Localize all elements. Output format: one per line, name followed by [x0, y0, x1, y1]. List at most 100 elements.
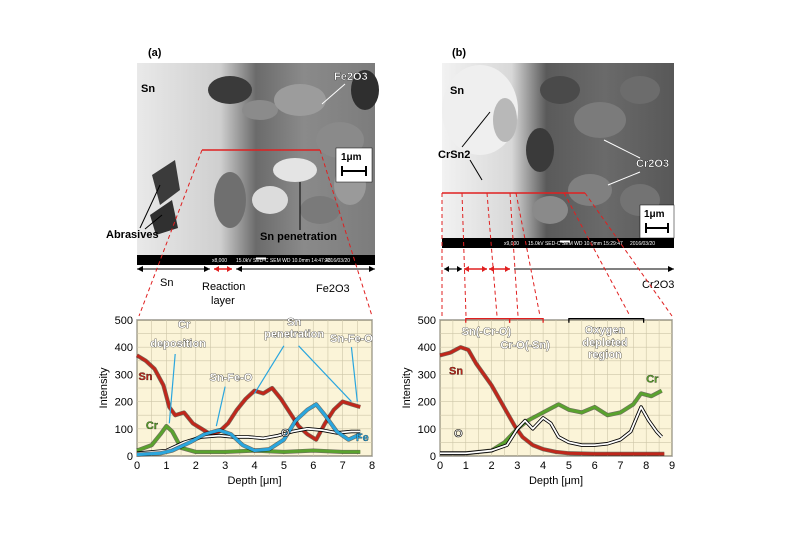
sem-b-label-crsn2: CrSn2	[438, 149, 470, 161]
scale-bar-a: 1μm	[335, 147, 373, 183]
connector-a-left	[138, 149, 203, 317]
y-tick-label: 400	[115, 342, 133, 354]
y-tick-label: 400	[418, 342, 436, 354]
y-tick-label: 200	[115, 397, 133, 409]
annotation-sn-fe-o-left: Sn-Fe-O	[210, 372, 253, 384]
sem-b-date: 2016/03/20	[630, 241, 655, 247]
annotation-cr-deposition-1: Cr	[178, 319, 191, 331]
sem-a-settings: 15.0kV SED-C SEM WD 10.0mm 14:47:43	[236, 258, 331, 264]
chart-b: 0 1 2 3 4 5 6 7 8 9 0 100 200 300 400 500 Depth [μm] Inte…	[401, 315, 675, 487]
annotation-oxygen-1: Oxygen	[585, 325, 626, 337]
sem-a-label-sn-penetration: Sn penetration	[260, 231, 337, 243]
sem-b-label-cr2o3: Cr2O3	[636, 158, 669, 170]
sem-b-pointer-cr2o3-2	[607, 171, 641, 186]
x-tick-label: 9	[669, 460, 675, 472]
zone-arrows-b	[444, 266, 674, 272]
sem-a-label-abrasives: Abrasives	[106, 229, 159, 241]
y-tick-label: 0	[127, 451, 133, 463]
annotation-sn-penetration-1: Sn	[287, 316, 301, 328]
sem-a-label-sn: Sn	[141, 83, 155, 95]
sem-a-date: 2016/03/20	[325, 258, 350, 264]
sem-image-b: x9,000 15.0kV SED-C SEM WD 10.0mm 15:29:…	[442, 63, 674, 248]
pointer-sn-pen-2	[298, 345, 352, 403]
series-label-fe: Fe	[356, 432, 369, 444]
connector-a-right	[319, 149, 373, 317]
x-tick-label: 1	[463, 460, 469, 472]
y-tick-label: 300	[115, 369, 133, 381]
sem-b-pointer-cr2o3-1	[603, 139, 641, 159]
x-tick-label: 3	[514, 460, 520, 472]
x-tick-label: 5	[281, 460, 287, 472]
x-tick-label: 7	[617, 460, 623, 472]
annotation-cr-o-sn: Cr-O(-Sn)	[500, 340, 550, 352]
x-tick-label: 8	[369, 460, 375, 472]
chart-a: 0 1 2 3 4 5 6 7 8 0 100 200 300 400 500 Depth [μm] Inten…	[98, 315, 375, 487]
x-tick-label: 5	[566, 460, 572, 472]
pointer-sn-pen-1	[253, 345, 285, 394]
series-line-cr	[136, 424, 361, 454]
svg-text:1μm: 1μm	[341, 152, 362, 163]
y-tick-label: 300	[418, 369, 436, 381]
series-label-sn: Sn	[138, 371, 152, 383]
series-label-o: O	[454, 428, 463, 440]
sem-a-pointer-fe2o3	[321, 83, 346, 105]
sem-a-magnification: x8,000	[212, 258, 227, 264]
x-axis-label: Depth [μm]	[227, 475, 281, 487]
y-axis-label: Intensity	[98, 367, 110, 408]
y-axis-label: Intensity	[401, 367, 413, 408]
bracket-cr-o-sn	[508, 317, 544, 323]
series-line-cr	[440, 389, 663, 455]
x-tick-label: 0	[437, 460, 443, 472]
sem-a-label-fe2o3: Fe2O3	[334, 71, 368, 83]
sem-image-a: x8,000 15.0kV SED-C SEM WD 10.0mm 14:47:…	[137, 63, 379, 265]
pointer-sn-fe-o-left	[215, 386, 226, 427]
y-tick-label: 100	[418, 424, 436, 436]
series-label-sn: Sn	[449, 365, 463, 377]
sem-b-settings: 15.0kV SED-C SEM WD 10.0mm 15:29:47	[528, 241, 623, 247]
sem-a-pointer-abrasive-2	[144, 214, 163, 230]
pointer-cr	[168, 353, 176, 424]
sem-b-pointer-crsn2-1	[461, 111, 491, 148]
y-tick-label: 500	[115, 315, 133, 327]
sem-a-pointer-abrasive-1	[139, 184, 161, 229]
y-tick-label: 500	[418, 315, 436, 327]
panel-b-tag: (b)	[452, 47, 466, 59]
annotation-oxygen-2: depleted	[582, 337, 627, 349]
x-tick-label: 1	[163, 460, 169, 472]
series-label-o: O	[281, 427, 290, 439]
x-tick-label: 2	[193, 460, 199, 472]
y-tick-label: 100	[115, 424, 133, 436]
pointer-sn-fe-o-right	[350, 347, 358, 402]
zone-a-reaction: Reaction	[202, 281, 245, 293]
annotation-sn-penetration-2: penetration	[264, 329, 324, 341]
annotation-sn-cr-o: Sn(-Cr-O)	[462, 326, 512, 338]
zone-b-right: Cr2O3	[642, 279, 674, 291]
sem-b-magnification: x9,000	[504, 241, 519, 247]
connectors-b	[441, 192, 673, 317]
series-label-cr: Cr	[146, 420, 159, 432]
x-tick-label: 0	[134, 460, 140, 472]
annotation-oxygen-3: region	[588, 349, 622, 361]
series-line-fe	[136, 402, 361, 457]
x-tick-label: 4	[251, 460, 257, 472]
zone-a-layer: layer	[211, 295, 235, 307]
panel-a-tag: (a)	[148, 47, 162, 59]
series-label-cr: Cr	[646, 374, 659, 386]
sem-b-label-sn: Sn	[450, 85, 464, 97]
x-tick-label: 2	[488, 460, 494, 472]
sem-b-pointer-crsn2-2	[469, 159, 483, 181]
zone-arrows-a	[137, 266, 375, 272]
zone-a-right: Fe2O3	[316, 283, 350, 295]
scale-bar-b: 1μm	[639, 204, 675, 239]
annotation-cr-deposition-2: deposition	[150, 338, 206, 350]
series-line-sn	[439, 345, 665, 456]
series-line-o	[440, 406, 663, 455]
x-tick-label: 4	[540, 460, 546, 472]
x-tick-label: 6	[592, 460, 598, 472]
zone-a-left: Sn	[160, 277, 173, 289]
x-axis-label: Depth [μm]	[529, 475, 583, 487]
y-tick-label: 200	[418, 397, 436, 409]
bracket-oxygen-depleted	[568, 317, 645, 323]
x-tick-label: 6	[310, 460, 316, 472]
